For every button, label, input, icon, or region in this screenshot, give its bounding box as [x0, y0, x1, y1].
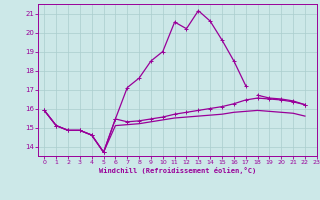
- X-axis label: Windchill (Refroidissement éolien,°C): Windchill (Refroidissement éolien,°C): [99, 167, 256, 174]
